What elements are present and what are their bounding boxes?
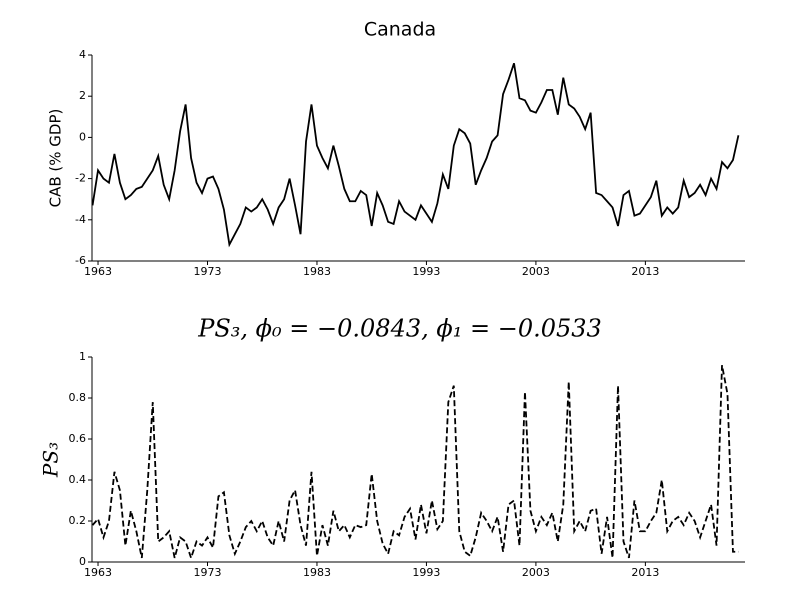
x-tick-label: 1983 — [303, 566, 331, 579]
y-tick-label: -2 — [75, 172, 86, 185]
x-tick-label: 1973 — [193, 265, 221, 278]
y-tick-label: 0.6 — [69, 432, 87, 445]
x-tick-label: 1993 — [412, 566, 440, 579]
chart-title: PS₃, ϕ₀ = −0.0843, ϕ₁ = −0.0533 — [197, 315, 602, 343]
y-tick-label: 0.2 — [69, 514, 87, 527]
x-tick-label: 2013 — [631, 566, 659, 579]
x-tick-label: 1973 — [193, 566, 221, 579]
y-axis-label: PS₃ — [39, 442, 63, 478]
chart-title: Canada — [364, 19, 436, 41]
y-tick-label: 2 — [79, 89, 86, 102]
y-tick-label: 0 — [79, 130, 86, 143]
y-tick-label: 0.8 — [69, 391, 87, 404]
x-tick-label: 2003 — [522, 566, 550, 579]
x-tick-label: 1993 — [412, 265, 440, 278]
y-tick-label: 4 — [79, 48, 86, 61]
y-axis-label: CAB (% GDP) — [47, 109, 65, 208]
data-line — [91, 365, 739, 561]
y-tick-label: 0.4 — [69, 473, 87, 486]
x-tick-label: 1963 — [84, 566, 112, 579]
y-tick-label: -4 — [75, 213, 86, 226]
x-tick-label: 1983 — [303, 265, 331, 278]
y-tick-label: 0 — [79, 555, 86, 568]
y-tick-label: 1 — [79, 350, 86, 363]
data-line — [91, 62, 740, 248]
x-tick-label: 2003 — [522, 265, 550, 278]
x-tick-label: 2013 — [631, 265, 659, 278]
x-tick-label: 1963 — [84, 265, 112, 278]
y-tick-label: -6 — [75, 254, 86, 267]
